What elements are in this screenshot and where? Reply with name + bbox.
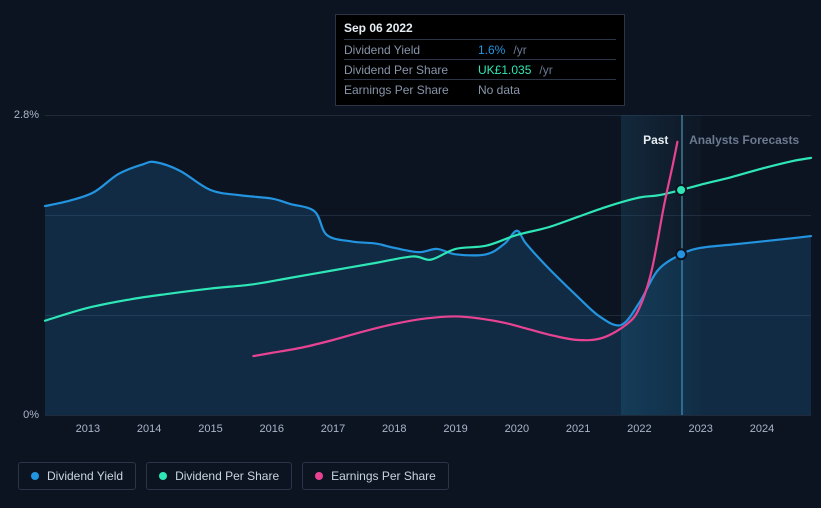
tooltip-row: Dividend Yield 1.6% /yr bbox=[344, 39, 616, 59]
tooltip-row-label: Dividend Per Share bbox=[344, 63, 472, 77]
x-axis-tick: 2017 bbox=[321, 423, 345, 435]
x-axis-tick: 2023 bbox=[688, 423, 712, 435]
legend: Dividend Yield Dividend Per Share Earnin… bbox=[18, 462, 449, 490]
legend-dot-icon bbox=[315, 472, 323, 480]
legend-item-label: Dividend Per Share bbox=[175, 469, 279, 483]
tooltip-row-value: 1.6% bbox=[478, 43, 505, 57]
x-axis-tick: 2013 bbox=[76, 423, 100, 435]
chart-svg bbox=[45, 115, 811, 415]
x-axis-tick: 2019 bbox=[443, 423, 467, 435]
x-axis-tick: 2016 bbox=[259, 423, 283, 435]
legend-item-dividend-per-share[interactable]: Dividend Per Share bbox=[146, 462, 292, 490]
x-axis: 2013 2014 2015 2016 2017 2018 2019 2020 2021 2022… bbox=[45, 415, 811, 450]
tooltip-row-value: No data bbox=[478, 83, 520, 97]
legend-dot-icon bbox=[159, 472, 167, 480]
chart-container: Sep 06 2022 Dividend Yield 1.6% /yr Divi… bbox=[45, 10, 811, 450]
x-axis-tick: 2015 bbox=[198, 423, 222, 435]
y-axis-label-top: 2.8% bbox=[14, 109, 39, 121]
legend-item-label: Earnings Per Share bbox=[331, 469, 436, 483]
tooltip-date: Sep 06 2022 bbox=[344, 21, 616, 39]
tooltip-row-unit: /yr bbox=[513, 43, 526, 57]
tooltip-row: Earnings Per Share No data bbox=[344, 79, 616, 99]
tooltip-row-label: Dividend Yield bbox=[344, 43, 472, 57]
x-axis-tick: 2014 bbox=[137, 423, 161, 435]
tooltip-row: Dividend Per Share UK£1.035 /yr bbox=[344, 59, 616, 79]
x-axis-tick: 2024 bbox=[750, 423, 774, 435]
tooltip-row-value: UK£1.035 bbox=[478, 63, 531, 77]
x-axis-tick: 2020 bbox=[505, 423, 529, 435]
x-axis-tick: 2021 bbox=[566, 423, 590, 435]
legend-item-earnings-per-share[interactable]: Earnings Per Share bbox=[302, 462, 449, 490]
legend-dot-icon bbox=[31, 472, 39, 480]
plot-area[interactable]: 2.8% 0% Past Analysts Forecasts bbox=[45, 115, 811, 415]
x-axis-tick: 2022 bbox=[627, 423, 651, 435]
tooltip-row-label: Earnings Per Share bbox=[344, 83, 472, 97]
x-axis-tick: 2018 bbox=[382, 423, 406, 435]
y-axis-label-bottom: 0% bbox=[23, 409, 39, 421]
tooltip-row-unit: /yr bbox=[539, 63, 552, 77]
legend-item-label: Dividend Yield bbox=[47, 469, 123, 483]
legend-item-dividend-yield[interactable]: Dividend Yield bbox=[18, 462, 136, 490]
chart-tooltip: Sep 06 2022 Dividend Yield 1.6% /yr Divi… bbox=[335, 14, 625, 106]
